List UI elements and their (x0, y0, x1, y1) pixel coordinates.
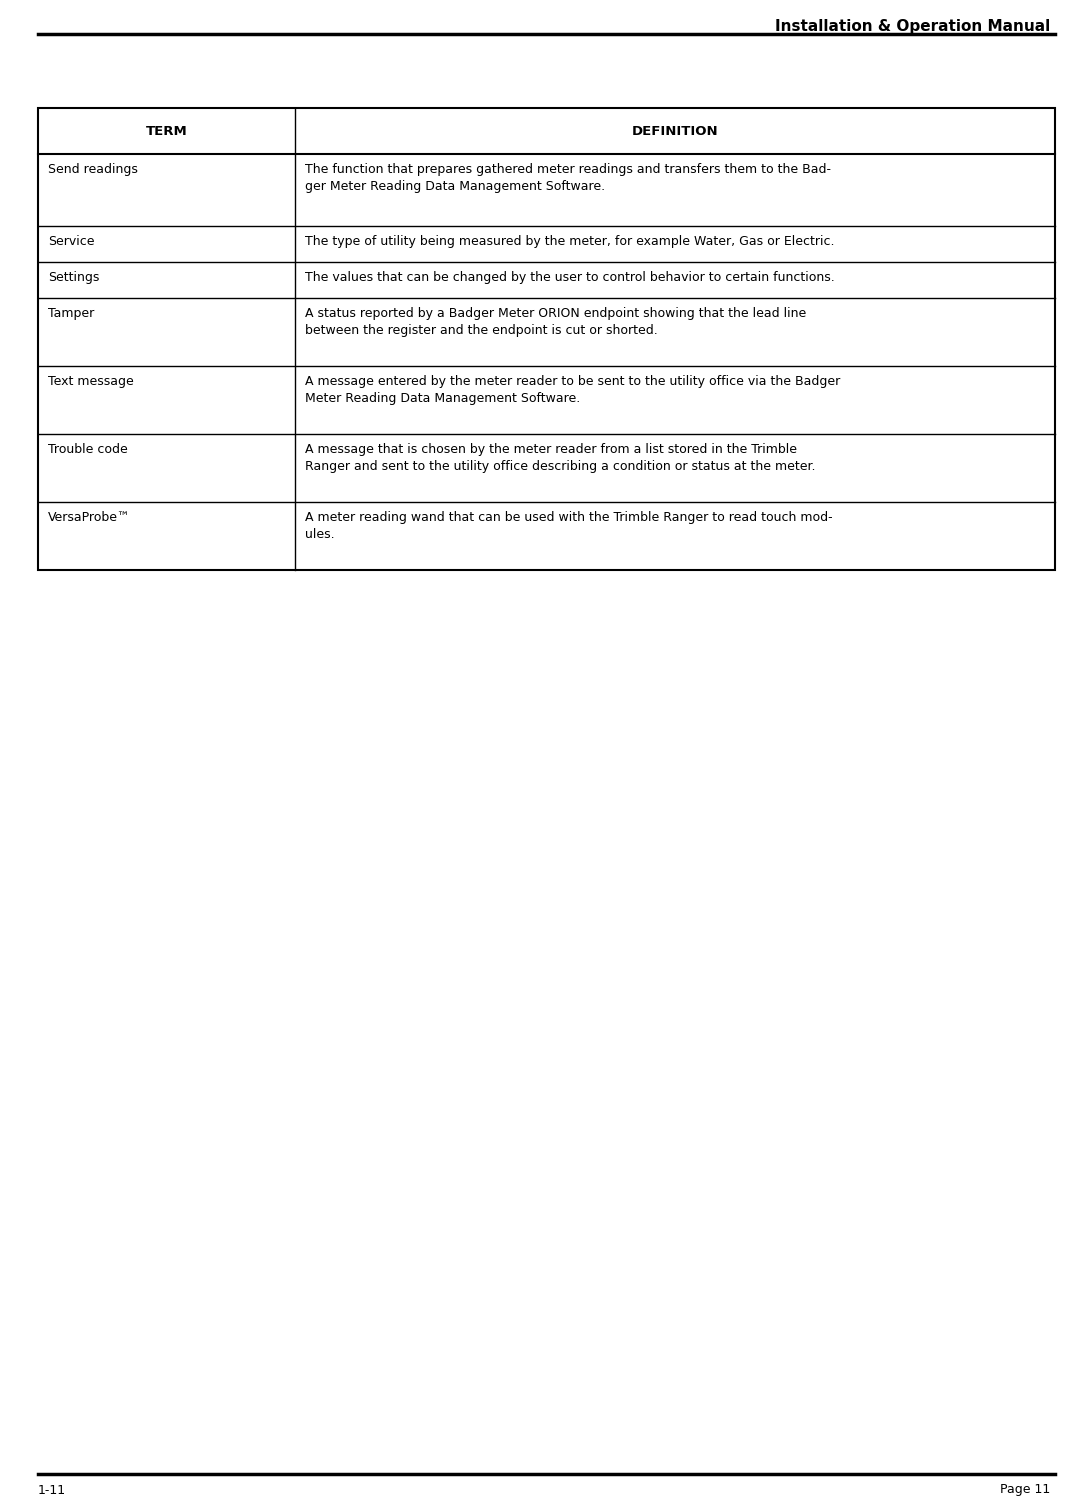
Text: Installation & Operation Manual: Installation & Operation Manual (775, 18, 1050, 33)
Text: Page 11: Page 11 (1000, 1483, 1050, 1497)
Text: Service: Service (48, 235, 95, 248)
Text: Send readings: Send readings (48, 163, 138, 176)
Text: TERM: TERM (146, 125, 187, 137)
Text: A meter reading wand that can be used with the Trimble Ranger to read touch mod-: A meter reading wand that can be used wi… (305, 511, 832, 541)
Text: The values that can be changed by the user to control behavior to certain functi: The values that can be changed by the us… (305, 271, 834, 285)
Text: Text message: Text message (48, 375, 134, 389)
Text: Trouble code: Trouble code (48, 443, 127, 456)
Text: A message that is chosen by the meter reader from a list stored in the Trimble
R: A message that is chosen by the meter re… (305, 443, 816, 473)
Text: The type of utility being measured by the meter, for example Water, Gas or Elect: The type of utility being measured by th… (305, 235, 834, 248)
Text: A status reported by a Badger Meter ORION endpoint showing that the lead line
be: A status reported by a Badger Meter ORIO… (305, 307, 806, 336)
Bar (38, 108, 1055, 569)
Text: VersaProbe™: VersaProbe™ (48, 511, 131, 524)
Text: Settings: Settings (48, 271, 99, 285)
Text: A message entered by the meter reader to be sent to the utility office via the B: A message entered by the meter reader to… (305, 375, 840, 405)
Text: Tamper: Tamper (48, 307, 95, 319)
Text: DEFINITION: DEFINITION (632, 125, 718, 137)
Text: The function that prepares gathered meter readings and transfers them to the Bad: The function that prepares gathered mete… (305, 163, 831, 193)
Text: 1-11: 1-11 (38, 1483, 66, 1497)
